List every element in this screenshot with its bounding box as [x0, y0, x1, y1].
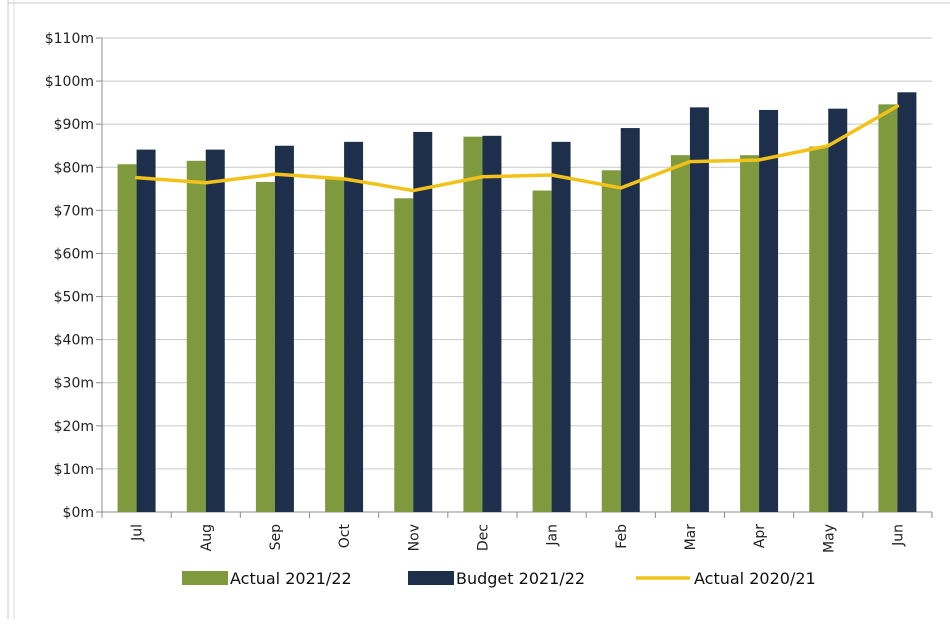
y-axis: $0m $10m $20m $30m $40m $50m $60m $70m $80m $90m $… [45, 31, 103, 521]
y-tick-label: $90m [54, 117, 94, 133]
x-tick-label-may: May [821, 524, 837, 553]
bar-actual-2021-22-jul [117, 164, 137, 513]
legend-swatch-budget-2021-22 [408, 571, 454, 585]
y-tick-label: $70m [54, 203, 94, 219]
y-tick-label: $60m [54, 246, 94, 262]
y-tick-label: $0m [63, 505, 94, 521]
line-actual-2020-21 [134, 104, 900, 193]
legend-label-budget-2021-22: Budget 2021/22 [456, 569, 585, 588]
bar-budget-2021-22-dec [482, 135, 502, 513]
bar-budget-2021-22-apr [759, 109, 779, 512]
bar-budget-2021-22-may [828, 108, 848, 512]
legend-label-actual-2020-21: Actual 2020/21 [694, 569, 816, 588]
bar-actual-2021-22-aug [186, 160, 206, 513]
bar-actual-2021-22-apr [740, 155, 760, 512]
bar-actual-2021-22-may [809, 146, 829, 512]
bar-budget-2021-22-feb [620, 128, 640, 512]
x-tick-label-feb: Feb [614, 524, 630, 549]
bar-actual-2021-22-dec [463, 136, 483, 513]
y-tick-label: $80m [54, 160, 94, 176]
gridlines [102, 37, 932, 513]
x-axis: Jul Aug Sep Oct Nov Dec Jan Feb Mar Apr May Jun [101, 512, 933, 553]
x-tick-label-oct: Oct [337, 524, 353, 549]
bar-budget-2021-22-jan [551, 141, 571, 512]
bar-actual-2021-22-jan [532, 190, 552, 513]
y-tick-label: $10m [54, 462, 94, 478]
bar-actual-2021-22-oct [325, 178, 345, 512]
x-tick-label-apr: Apr [752, 524, 768, 548]
y-tick-label: $110m [45, 31, 94, 47]
bars [117, 92, 917, 513]
x-tick-label-jun: Jun [890, 524, 906, 547]
x-tick-label-jan: Jan [545, 524, 561, 547]
bar-budget-2021-22-jul [136, 149, 156, 512]
y-tick-label: $50m [54, 290, 94, 306]
x-tick-label-sep: Sep [268, 524, 284, 551]
x-tick-label-dec: Dec [475, 524, 491, 551]
x-tick-label-mar: Mar [683, 524, 699, 551]
bar-budget-2021-22-oct [344, 141, 364, 512]
y-tick-label: $40m [54, 333, 94, 349]
bar-actual-2021-22-feb [601, 170, 621, 512]
legend: Actual 2021/22 Budget 2021/22 Actual 2020/… [182, 569, 816, 588]
bar-budget-2021-22-nov [413, 131, 433, 513]
line-series [134, 104, 900, 193]
x-tick-label-nov: Nov [406, 524, 422, 551]
bar-actual-2021-22-nov [394, 198, 414, 512]
bar-actual-2021-22-jun [878, 104, 898, 513]
bar-budget-2021-22-mar [689, 107, 709, 512]
x-tick-label-aug: Aug [199, 524, 215, 551]
y-tick-label: $100m [45, 74, 94, 90]
bar-budget-2021-22-aug [205, 149, 225, 512]
legend-label-actual-2021-22: Actual 2021/22 [230, 569, 352, 588]
legend-swatch-actual-2021-22 [182, 571, 228, 585]
bar-budget-2021-22-sep [274, 145, 294, 512]
bar-actual-2021-22-mar [670, 155, 690, 512]
bar-budget-2021-22-jun [897, 92, 917, 512]
y-tick-label: $30m [54, 376, 94, 392]
bar-actual-2021-22-sep [255, 181, 275, 512]
y-tick-label: $20m [54, 419, 94, 435]
x-tick-label-jul: Jul [130, 524, 146, 542]
